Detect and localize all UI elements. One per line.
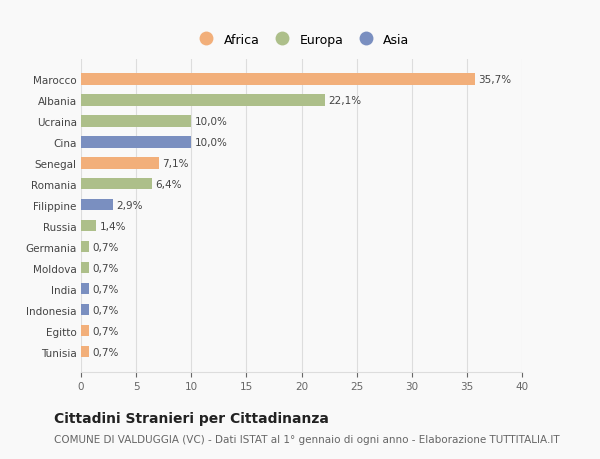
- Bar: [81, 241, 89, 253]
- Text: 0,7%: 0,7%: [92, 326, 118, 336]
- Bar: [81, 116, 191, 127]
- Text: 0,7%: 0,7%: [92, 242, 118, 252]
- Text: 2,9%: 2,9%: [116, 200, 143, 210]
- Text: 0,7%: 0,7%: [92, 347, 118, 357]
- Text: 10,0%: 10,0%: [194, 137, 227, 147]
- Bar: [81, 346, 89, 358]
- Bar: [81, 137, 191, 148]
- Bar: [81, 157, 159, 169]
- Text: COMUNE DI VALDUGGIA (VC) - Dati ISTAT al 1° gennaio di ogni anno - Elaborazione : COMUNE DI VALDUGGIA (VC) - Dati ISTAT al…: [54, 434, 560, 444]
- Text: 35,7%: 35,7%: [478, 75, 511, 84]
- Bar: [81, 304, 89, 316]
- Bar: [81, 200, 113, 211]
- Text: 0,7%: 0,7%: [92, 284, 118, 294]
- Legend: Africa, Europa, Asia: Africa, Europa, Asia: [188, 28, 415, 51]
- Text: 22,1%: 22,1%: [328, 95, 361, 106]
- Text: 1,4%: 1,4%: [100, 221, 126, 231]
- Bar: [81, 283, 89, 295]
- Bar: [81, 263, 89, 274]
- Text: Cittadini Stranieri per Cittadinanza: Cittadini Stranieri per Cittadinanza: [54, 411, 329, 425]
- Text: 0,7%: 0,7%: [92, 263, 118, 273]
- Text: 6,4%: 6,4%: [155, 179, 181, 189]
- Bar: [81, 74, 475, 85]
- Bar: [81, 95, 325, 106]
- Bar: [81, 220, 97, 232]
- Bar: [81, 325, 89, 336]
- Bar: [81, 179, 152, 190]
- Text: 0,7%: 0,7%: [92, 305, 118, 315]
- Text: 10,0%: 10,0%: [194, 117, 227, 127]
- Text: 7,1%: 7,1%: [163, 158, 189, 168]
